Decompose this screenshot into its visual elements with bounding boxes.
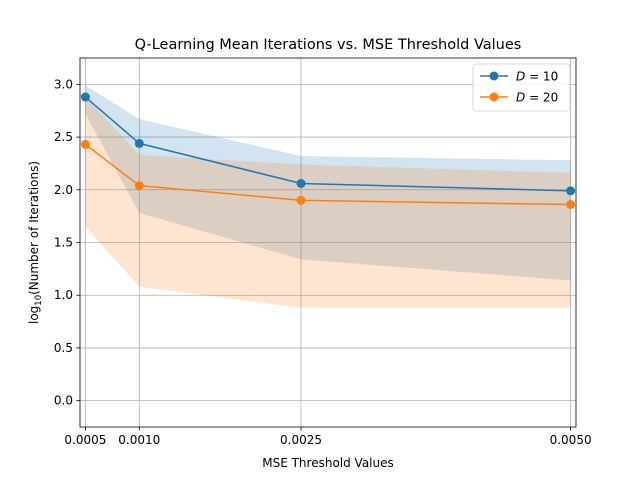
error-band-series-2: [85, 97, 571, 308]
x-tick-label: 0.0010: [118, 433, 160, 447]
data-point-series-2: [566, 200, 576, 210]
x-tick-label: 0.0005: [64, 433, 106, 447]
legend-label-d20-var: D: [516, 91, 525, 105]
y-tick-label: 0.0: [54, 394, 73, 408]
data-point-series-1: [134, 138, 144, 148]
y-axis-label-subscript: 10: [34, 295, 44, 306]
legend-label-d20: D = 20: [516, 91, 558, 105]
series-line-2: [84, 143, 571, 206]
legend-label-d10-eq: = 10: [525, 70, 558, 84]
y-tick-label: 2.5: [54, 130, 73, 144]
data-point-series-2: [134, 181, 144, 191]
data-point-series-1: [80, 92, 90, 102]
legend-entry-d20: D = 20: [480, 91, 558, 105]
legend-label-d10-var: D: [516, 70, 525, 84]
y-tick-label: 2.0: [54, 183, 73, 197]
y-tick-label: 0.5: [54, 341, 73, 355]
legend-marker-d20: [489, 92, 499, 102]
series-lines: [84, 96, 571, 206]
series-line-1: [84, 96, 571, 192]
grid-lines: [80, 58, 576, 427]
x-axis-ticks: 0.0005 0.0010 0.0025 0.0050: [64, 427, 592, 447]
x-tick-label: 0.0025: [280, 433, 322, 447]
y-axis-label: log10(Number of Iterations): [27, 161, 44, 324]
legend: D = 10 D = 20: [472, 63, 571, 112]
legend-label-d10: D = 10: [516, 70, 558, 84]
legend-marker-d10: [489, 71, 499, 81]
x-tick-label: 0.0050: [550, 433, 592, 447]
y-axis-label-prefix: log: [27, 306, 41, 324]
y-axis-ticks: 0.0 0.5 1.0 1.5 2.0 2.5 3.0: [54, 77, 80, 408]
y-tick-label: 1.5: [54, 236, 73, 250]
legend-label-d20-eq: = 20: [525, 91, 558, 105]
series-points: [80, 92, 576, 210]
error-band-series-1: [85, 85, 571, 281]
data-point-series-1: [296, 178, 306, 188]
legend-entry-d10: D = 10: [480, 70, 558, 84]
y-axis-label-suffix: (Number of Iterations): [27, 161, 41, 295]
x-axis-label: MSE Threshold Values: [262, 456, 394, 470]
data-point-series-2: [80, 139, 90, 149]
y-tick-label: 3.0: [54, 77, 73, 91]
error-bands: [85, 85, 571, 308]
y-tick-label: 1.0: [54, 288, 73, 302]
data-point-series-1: [566, 186, 576, 196]
chart-title: Q-Learning Mean Iterations vs. MSE Thres…: [135, 37, 522, 53]
data-point-series-2: [296, 195, 306, 205]
